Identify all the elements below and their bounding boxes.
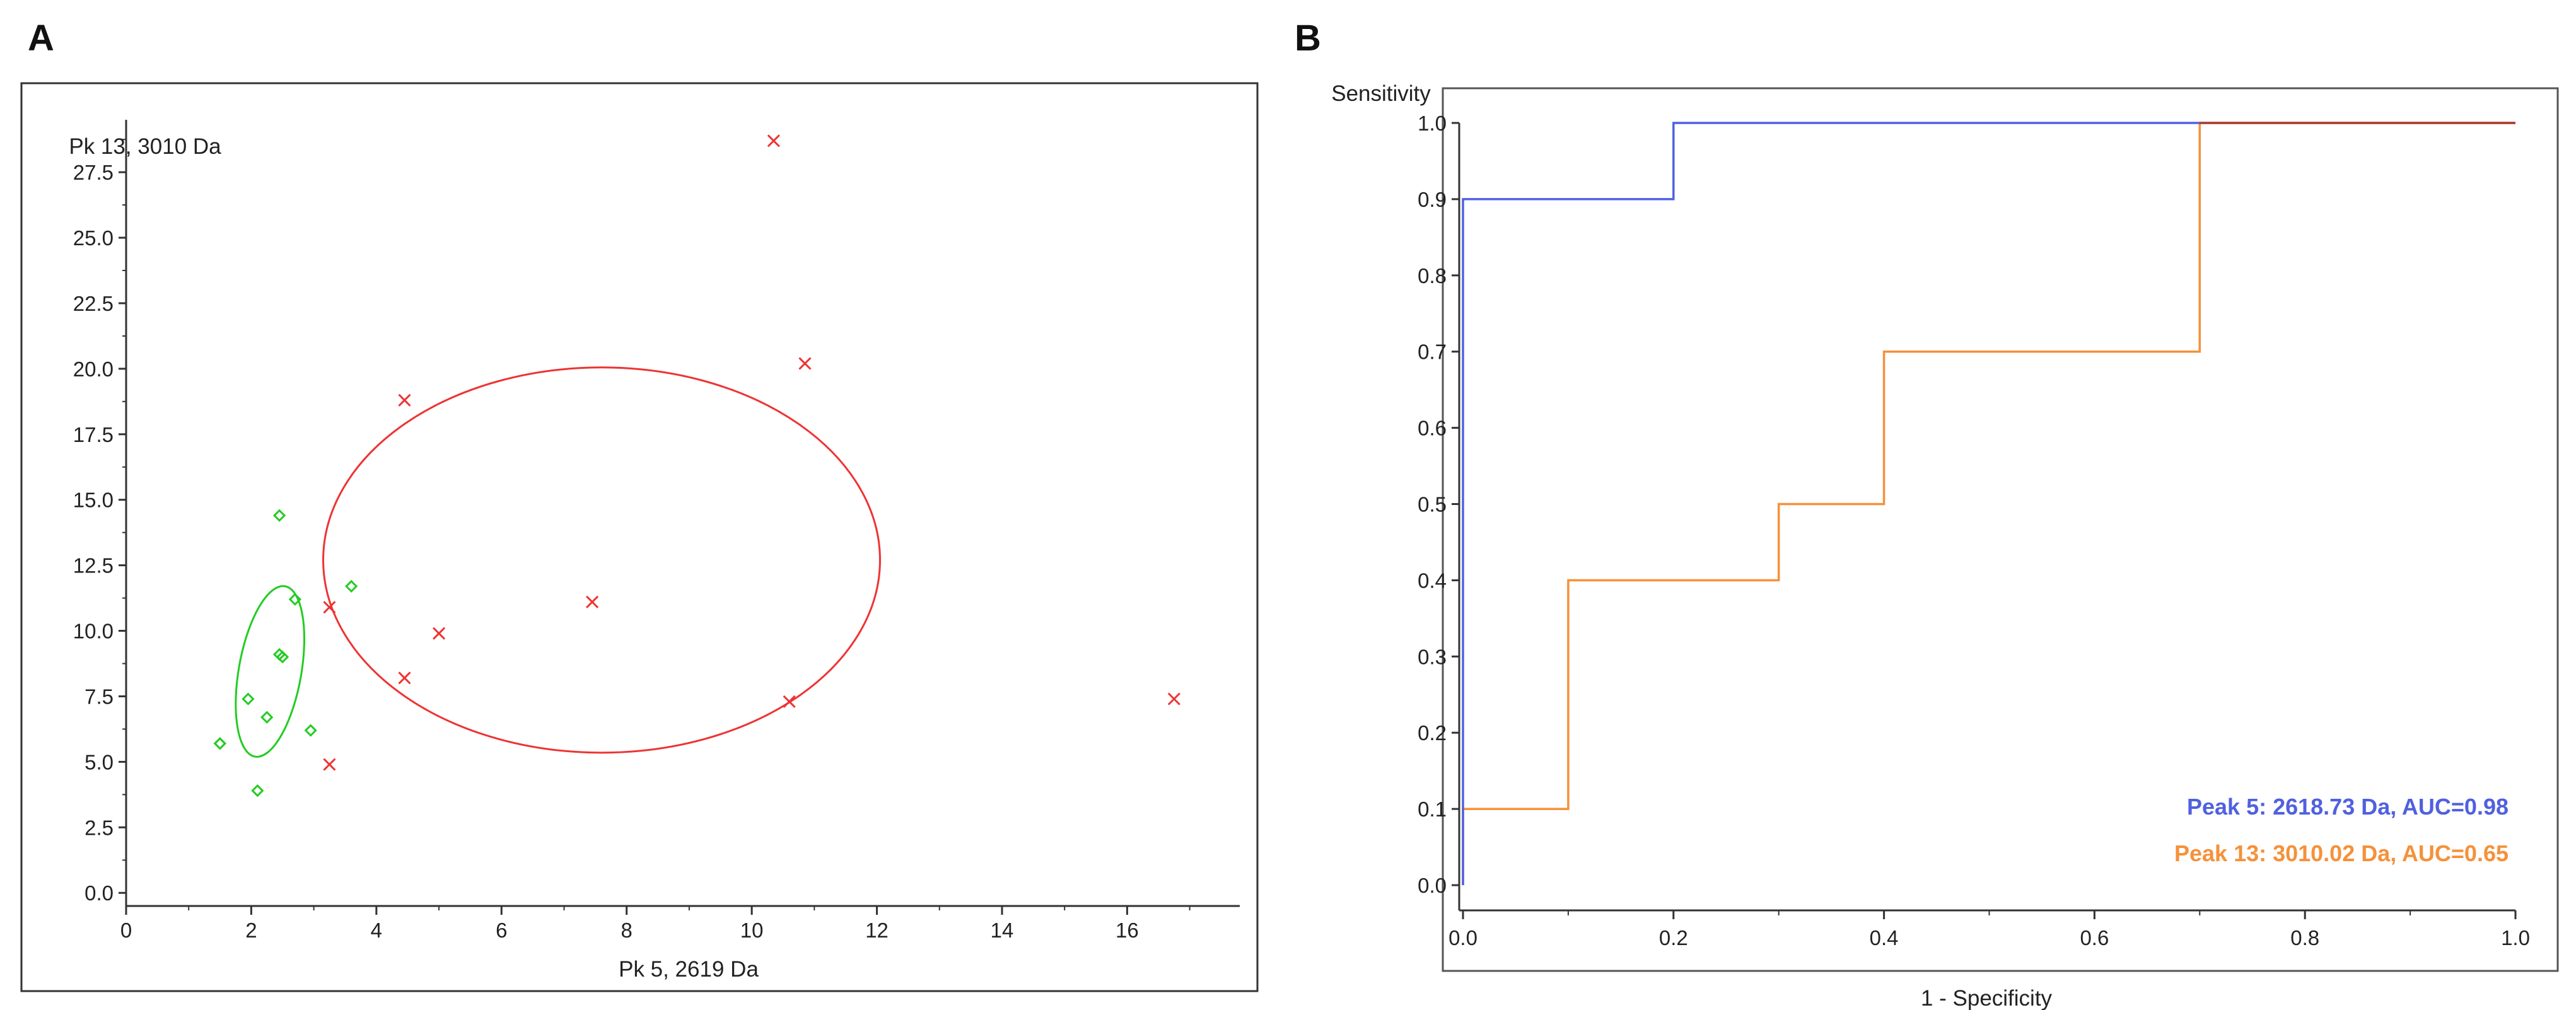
y-tick-label-b: 1.0 bbox=[1418, 112, 1447, 135]
axes-a: 0.0 2.5 5.0 7.5 10.0 12.5 15.0 17.5 20.0 22.5 25.0… bbox=[73, 120, 1240, 942]
scatter-point-diamond bbox=[242, 692, 255, 705]
scatter-point-x bbox=[1167, 692, 1180, 705]
y-axis-title-b: Sensitivity bbox=[1331, 81, 1431, 106]
panel-label-a: A bbox=[28, 18, 54, 59]
x-tick-label-a: 2 bbox=[245, 919, 257, 942]
scatter-point-x bbox=[783, 695, 796, 708]
points-a bbox=[213, 134, 1180, 798]
roc-curve-peak13 bbox=[1462, 122, 2515, 885]
confidence-ellipse-group-1 bbox=[235, 585, 306, 758]
scatter-point-diamond bbox=[260, 711, 274, 724]
y-tick-label-a: 22.5 bbox=[73, 292, 114, 315]
plot-frame-a bbox=[20, 82, 1259, 992]
x-tick-label-a: 8 bbox=[621, 919, 632, 942]
plot-frame-b bbox=[1442, 87, 2559, 972]
y-tick-label-a: 10.0 bbox=[73, 620, 114, 643]
scatter-point-x bbox=[398, 671, 411, 685]
y-tick-label-a: 17.5 bbox=[73, 423, 114, 446]
panel-b: B 0.00.10.20.30.40.50.60.70.80.91.00.0 0.… bbox=[1295, 18, 2559, 1010]
x-tick-label-b: 0.6 bbox=[2080, 926, 2109, 949]
y-tick-label-a: 0.0 bbox=[85, 881, 114, 905]
y-tick-label-a: 7.5 bbox=[85, 685, 114, 708]
roc-curve-peak5 bbox=[1462, 122, 2515, 885]
axes-b: 0.0 0.1 0.2 0.3 0.4 0.5 0.6 0.7 0.8 0.9 1.0 0.0 0.2 0… bbox=[1418, 112, 2530, 949]
x-tick-label-b: 0.2 bbox=[1659, 926, 1688, 949]
x-tick-label-a: 14 bbox=[991, 919, 1014, 942]
y-tick-label-b: 0.9 bbox=[1418, 188, 1447, 211]
scatter-point-x bbox=[798, 357, 812, 370]
x-axis-title-b: 1 - Specificity bbox=[1921, 986, 2053, 1010]
y-tick-label-b: 0.4 bbox=[1418, 569, 1447, 592]
y-tick-label-a: 5.0 bbox=[85, 750, 114, 774]
y-tick-label-a: 15.0 bbox=[73, 489, 114, 512]
y-tick-label-b: 0.8 bbox=[1418, 264, 1447, 287]
ellipses-a bbox=[235, 366, 882, 758]
y-tick-label-b: 0.5 bbox=[1418, 493, 1447, 516]
scatter-point-x bbox=[323, 758, 336, 771]
panel-a: A 0.0 2.5 5.0 7.5 10.0 12.5 15.0 17.5 20.0 22.5 25… bbox=[20, 18, 1259, 992]
y-tick-label-b: 0.1 bbox=[1418, 798, 1447, 821]
y-tick-label-a: 12.5 bbox=[73, 554, 114, 578]
scatter-point-x bbox=[586, 595, 599, 608]
x-tick-label-a: 4 bbox=[371, 919, 382, 942]
legend-peak13: Peak 13: 3010.02 Da, AUC=0.65 bbox=[2174, 840, 2509, 866]
x-tick-label-a: 6 bbox=[496, 919, 507, 942]
y-tick-label-a: 2.5 bbox=[85, 816, 114, 839]
scatter-point-diamond bbox=[213, 737, 226, 750]
y-axis-title-a: Pk 13, 3010 Da bbox=[69, 134, 221, 159]
panel-label-b: B bbox=[1295, 18, 1321, 59]
x-tick-label-b: 0.0 bbox=[1448, 926, 1477, 949]
scatter-point-diamond bbox=[345, 579, 358, 593]
y-tick-label-a: 25.0 bbox=[73, 226, 114, 250]
y-tick-label-b: 0.3 bbox=[1418, 645, 1447, 668]
x-tick-label-a: 10 bbox=[740, 919, 764, 942]
legend-peak5: Peak 5: 2618.73 Da, AUC=0.98 bbox=[2187, 794, 2509, 820]
x-tick-label-b: 0.8 bbox=[2290, 926, 2319, 949]
y-tick-label-b: 0.2 bbox=[1418, 721, 1447, 745]
scatter-point-diamond bbox=[272, 509, 286, 522]
x-tick-label-a: 16 bbox=[1116, 919, 1139, 942]
x-tick-label-a: 12 bbox=[865, 919, 889, 942]
y-tick-label-b: 0.0 bbox=[1418, 874, 1447, 897]
scatter-point-diamond bbox=[276, 650, 289, 664]
y-tick-label-b: 0.7 bbox=[1418, 340, 1447, 364]
y-tick-label-a: 20.0 bbox=[73, 357, 114, 381]
y-tick-label-b: 0.6 bbox=[1418, 417, 1447, 440]
roc-lines-b bbox=[1462, 122, 2515, 885]
x-axis-title-a: Pk 5, 2619 Da bbox=[619, 957, 759, 982]
confidence-ellipse-group-2 bbox=[322, 366, 882, 754]
scatter-point-x bbox=[323, 601, 336, 614]
scatter-point-diamond bbox=[304, 724, 317, 737]
x-tick-label-b: 1.0 bbox=[2501, 926, 2530, 949]
x-tick-label-a: 0 bbox=[120, 919, 132, 942]
x-tick-label-b: 0.4 bbox=[1870, 926, 1899, 949]
scatter-point-diamond bbox=[251, 784, 264, 798]
scatter-point-diamond bbox=[288, 593, 301, 606]
scatter-point-x bbox=[767, 134, 780, 148]
scatter-point-x bbox=[398, 393, 411, 407]
scatter-point-x bbox=[433, 627, 446, 640]
y-tick-label-a: 27.5 bbox=[73, 161, 114, 184]
